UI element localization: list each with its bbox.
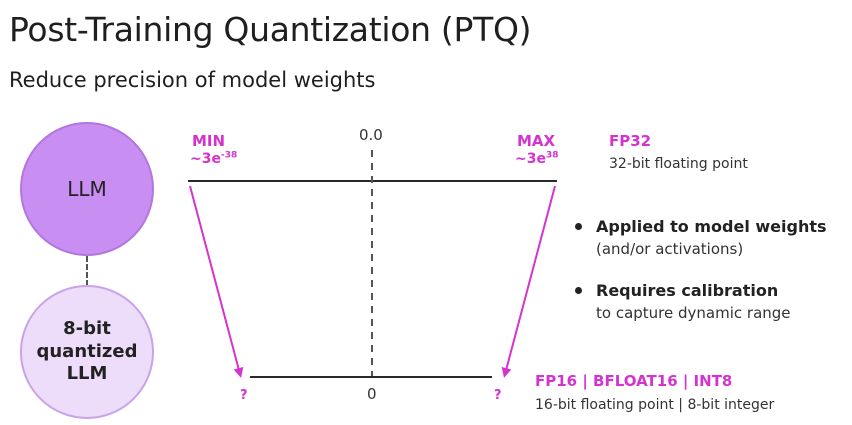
- quantized-label-line-3: LLM: [66, 363, 108, 385]
- llm-circle: LLM: [20, 122, 154, 256]
- quantized-label-line-1: 8-bit: [63, 318, 111, 340]
- fp32-zero-label: 0.0: [359, 126, 383, 144]
- quantized-llm-circle: 8-bit quantized LLM: [20, 285, 154, 419]
- page-title: Post-Training Quantization (PTQ): [9, 10, 532, 49]
- max-value-base: ~3e: [515, 151, 546, 167]
- bullet-heading: Requires calibration: [596, 281, 779, 300]
- bullet-list: Applied to model weights (and/or activat…: [572, 215, 842, 343]
- max-value-exponent: 38: [545, 150, 559, 161]
- low-min-unknown: ?: [240, 388, 248, 403]
- low-precision-format-desc: 16-bit floating point | 8-bit integer: [535, 397, 775, 413]
- list-item: Applied to model weights (and/or activat…: [572, 215, 842, 261]
- bullet-detail: to capture dynamic range: [596, 304, 791, 322]
- bullet-heading: Applied to model weights: [596, 217, 827, 236]
- min-mapping-arrow: [189, 185, 244, 378]
- min-value-base: ~3e: [190, 151, 221, 167]
- max-label: MAX: [517, 132, 556, 150]
- fp32-format-name: FP32: [609, 132, 652, 150]
- low-zero-label: 0: [367, 385, 377, 403]
- low-max-unknown: ?: [494, 388, 502, 403]
- list-item: Requires calibration to capture dynamic …: [572, 279, 842, 325]
- bullet-dot-icon: [575, 223, 582, 230]
- bullet-dot-icon: [575, 287, 582, 294]
- min-value: ~3e-38: [190, 150, 237, 168]
- quantized-label-line-2: quantized: [36, 340, 138, 362]
- min-label: MIN: [192, 132, 226, 150]
- llm-label: LLM: [67, 177, 107, 201]
- max-mapping-arrow: [501, 185, 556, 378]
- circle-connector: [86, 256, 88, 286]
- bullet-detail: (and/or activations): [596, 240, 744, 258]
- page-subtitle: Reduce precision of model weights: [9, 68, 376, 92]
- fp32-format-desc: 32-bit floating point: [609, 156, 748, 172]
- low-precision-format-names: FP16 | BFLOAT16 | INT8: [535, 372, 733, 390]
- min-value-exponent: -38: [220, 150, 238, 161]
- max-value: ~3e38: [515, 150, 559, 168]
